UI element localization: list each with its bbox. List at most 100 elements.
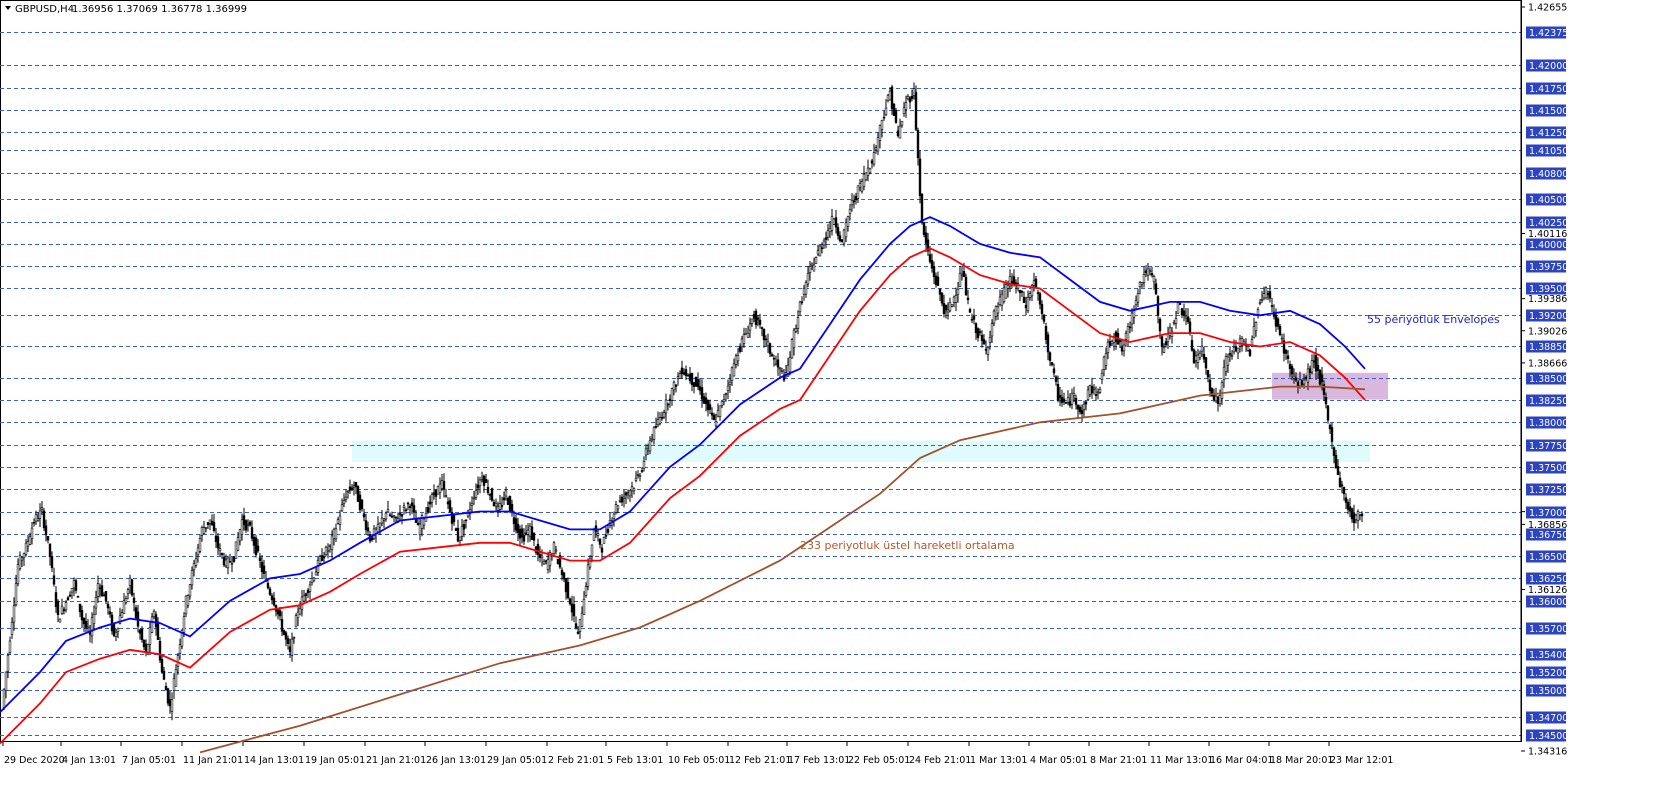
candle-body — [864, 172, 868, 181]
candle-body — [616, 505, 620, 510]
candle-body — [1152, 276, 1156, 283]
candle-body — [1290, 366, 1294, 375]
candle-body — [124, 598, 128, 603]
candle-body — [834, 217, 838, 228]
candle-body — [654, 425, 658, 428]
candle-body — [324, 546, 328, 555]
candle-body — [870, 160, 874, 164]
candle-body — [792, 329, 796, 348]
candle-body — [1212, 395, 1216, 400]
candle-body — [812, 264, 816, 272]
time-label: 29 Jan 05:01 — [487, 755, 547, 766]
candle-body — [1000, 294, 1004, 306]
candle-body — [582, 598, 586, 615]
candle-body — [924, 232, 928, 244]
price-level-label: 1.40800 — [1529, 169, 1568, 180]
candle-body — [872, 152, 876, 165]
candle-body — [632, 488, 636, 492]
candle-body — [526, 529, 530, 535]
candle-body — [492, 501, 496, 507]
time-label: 23 Mar 12:01 — [1330, 755, 1393, 766]
candle-body — [918, 158, 922, 197]
candle-body — [120, 612, 124, 618]
candle-body — [156, 621, 160, 640]
candle-body — [98, 587, 102, 590]
candle-body — [1338, 477, 1342, 488]
candle-body — [22, 552, 26, 559]
candle-body — [1154, 283, 1158, 295]
candle-body — [822, 240, 826, 246]
candle-body — [1308, 368, 1312, 374]
candle-body — [254, 537, 258, 556]
time-label: 7 Jan 05:01 — [122, 755, 176, 766]
price-level-label-bg — [1526, 340, 1566, 353]
candle-body — [642, 461, 646, 469]
candle-body — [536, 543, 540, 555]
candle-body — [510, 503, 514, 513]
annotation-label: 55 periyotluk Envelopes — [1367, 313, 1500, 326]
candle-body — [728, 381, 732, 385]
candle-body — [96, 583, 100, 597]
price-level-label-bg — [1526, 506, 1566, 519]
candle-body — [520, 528, 524, 538]
candle-body — [854, 196, 858, 201]
candle-body — [512, 517, 516, 525]
candle-body — [1258, 302, 1262, 304]
candle-body — [190, 570, 194, 586]
time-label: 8 Mar 21:01 — [1090, 755, 1147, 766]
candle-body — [62, 609, 66, 612]
candle-body — [866, 167, 870, 176]
candle-body — [800, 301, 804, 304]
candle-body — [268, 588, 272, 595]
time-label: 24 Feb 21:01 — [909, 755, 971, 766]
candle-body — [1064, 401, 1068, 404]
price-level-label-bg — [1526, 260, 1566, 273]
candle-body — [438, 483, 442, 494]
candle-body — [1330, 427, 1334, 442]
candle-body — [178, 644, 182, 654]
time-label: 21 Jan 21:01 — [366, 755, 426, 766]
candle-body — [152, 611, 156, 617]
price-level-label: 1.36000 — [1529, 597, 1568, 608]
candle-body — [342, 500, 346, 504]
candle-body — [774, 363, 778, 366]
candle-body — [1260, 299, 1264, 301]
candle-body — [426, 507, 430, 513]
candle-body — [936, 276, 940, 286]
chart-header: GBPUSD,H4 1.36956 1.37069 1.36778 1.3699… — [5, 4, 247, 15]
candle-body — [926, 239, 930, 252]
price-level-label: 1.35000 — [1529, 686, 1568, 697]
candle-body — [702, 396, 706, 404]
candle-body — [1340, 484, 1344, 487]
price-level-label-bg — [1526, 572, 1566, 585]
candle-body — [456, 527, 460, 542]
candle-body — [118, 615, 122, 624]
candle-body — [1148, 270, 1152, 272]
candle-body — [658, 417, 662, 424]
price-level-label-bg — [1526, 648, 1566, 661]
candle-body — [1224, 356, 1228, 372]
candle-body — [138, 629, 142, 634]
candle-body — [1210, 388, 1214, 397]
candle-body — [1082, 403, 1086, 410]
candle-body — [776, 359, 780, 368]
candle-body — [1108, 341, 1112, 346]
candle-body — [1002, 287, 1006, 302]
candle-body — [174, 669, 178, 687]
candle-body — [14, 583, 18, 606]
price-axis[interactable]: 1.42375 1.42000 1.41750 1.41500 1.41250 1.410… — [1520, 0, 1568, 758]
chevron-down-icon[interactable] — [5, 6, 11, 10]
candle-body — [504, 490, 508, 497]
candle-body — [1114, 331, 1118, 342]
candle-body — [824, 237, 828, 240]
candle-body — [1306, 368, 1310, 383]
price-level-label: 1.38000 — [1529, 418, 1568, 429]
candle-body — [514, 518, 518, 531]
support-resistance-zone-cyan — [352, 440, 1370, 463]
candle-body — [64, 601, 68, 611]
time-label: 29 Dec 2020 — [4, 755, 65, 766]
candle-body — [478, 479, 482, 487]
candle-body — [1300, 380, 1304, 386]
